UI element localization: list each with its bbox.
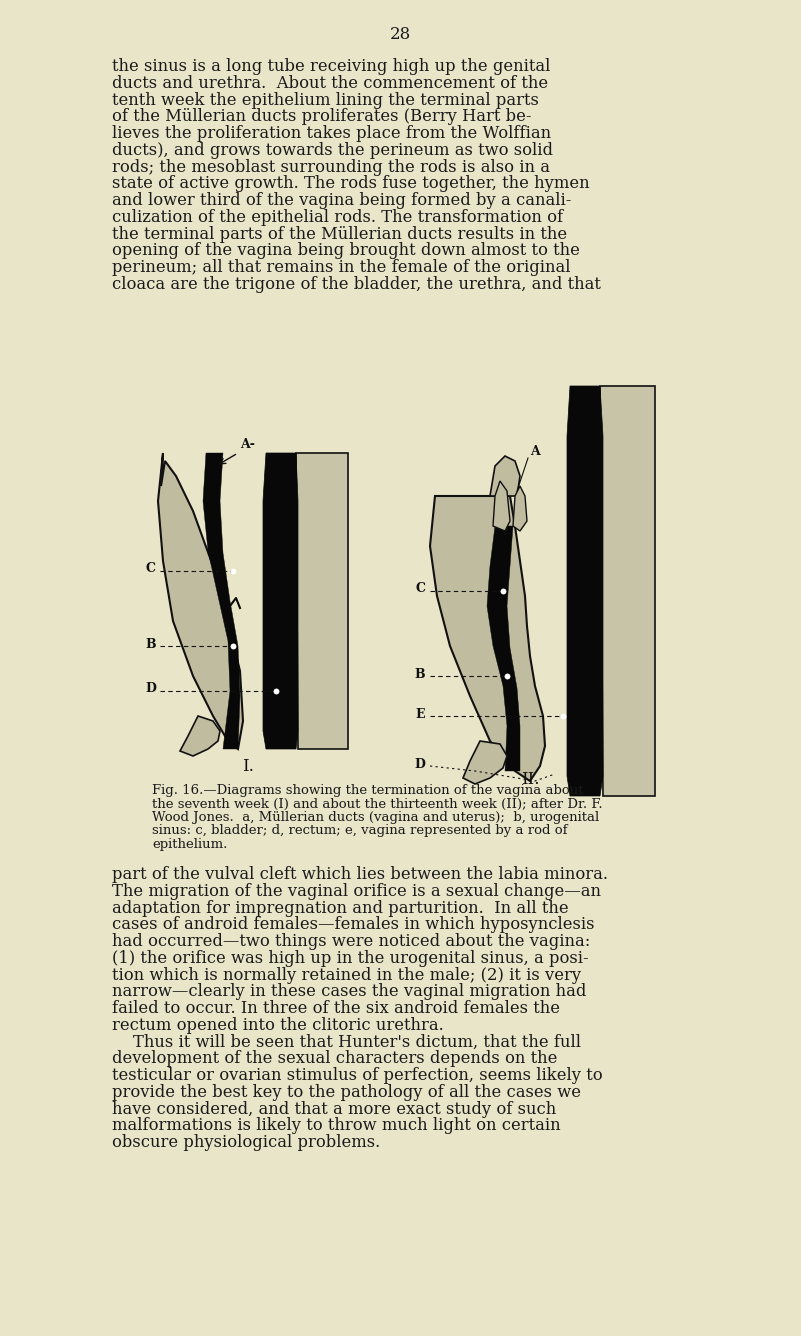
Text: the seventh week (I) and about the thirteenth week (II); after Dr. F.: the seventh week (I) and about the thirt… [152,798,602,811]
Text: (1) the orifice was high up in the urogenital sinus, a posi-: (1) the orifice was high up in the uroge… [112,950,589,967]
Polygon shape [180,716,220,756]
Polygon shape [463,741,507,784]
Text: adaptation for impregnation and parturition.  In all the: adaptation for impregnation and parturit… [112,899,569,916]
Text: B: B [414,668,425,680]
Text: testicular or ovarian stimulus of perfection, seems likely to: testicular or ovarian stimulus of perfec… [112,1067,602,1083]
Text: ducts and urethra.  About the commencement of the: ducts and urethra. About the commencemen… [112,75,548,92]
Text: the terminal parts of the Müllerian ducts results in the: the terminal parts of the Müllerian duct… [112,226,567,243]
Text: opening of the vagina being brought down almost to the: opening of the vagina being brought down… [112,242,580,259]
Text: epithelium.: epithelium. [152,838,227,851]
Text: A-: A- [240,438,255,452]
Text: cloaca are the trigone of the bladder, the urethra, and that: cloaca are the trigone of the bladder, t… [112,275,601,293]
Text: A: A [530,445,540,458]
Text: narrow—clearly in these cases the vaginal migration had: narrow—clearly in these cases the vagina… [112,983,586,1001]
Text: state of active growth. The rods fuse together, the hymen: state of active growth. The rods fuse to… [112,175,590,192]
Text: perineum; all that remains in the female of the original: perineum; all that remains in the female… [112,259,570,277]
Text: The migration of the vaginal orifice is a sexual change—an: The migration of the vaginal orifice is … [112,883,601,899]
Text: the sinus is a long tube receiving high up the genital: the sinus is a long tube receiving high … [112,57,550,75]
Polygon shape [158,453,243,749]
Text: C: C [415,582,425,596]
Text: tenth week the epithelium lining the terminal parts: tenth week the epithelium lining the ter… [112,91,539,108]
Text: and lower third of the vagina being formed by a canali-: and lower third of the vagina being form… [112,192,571,208]
Text: Thus it will be seen that Hunter's dictum, that the full: Thus it will be seen that Hunter's dictu… [112,1034,581,1050]
Text: D: D [145,683,156,696]
Polygon shape [296,453,348,749]
Polygon shape [567,386,603,796]
Text: had occurred—two things were noticed about the vagina:: had occurred—two things were noticed abo… [112,933,590,950]
Polygon shape [203,453,240,749]
Text: rods; the mesoblast surrounding the rods is also in a: rods; the mesoblast surrounding the rods… [112,159,550,175]
Text: Fig. 16.—Diagrams showing the termination of the vagina about: Fig. 16.—Diagrams showing the terminatio… [152,784,583,798]
Text: provide the best key to the pathology of all the cases we: provide the best key to the pathology of… [112,1083,581,1101]
Text: tion which is normally retained in the male; (2) it is very: tion which is normally retained in the m… [112,966,581,983]
Text: part of the vulval cleft which lies between the labia minora.: part of the vulval cleft which lies betw… [112,866,608,883]
Polygon shape [490,456,520,496]
Text: B: B [145,637,156,651]
Text: C: C [146,562,156,576]
Text: rectum opened into the clitoric urethra.: rectum opened into the clitoric urethra. [112,1017,444,1034]
Text: culization of the epithelial rods. The transformation of: culization of the epithelial rods. The t… [112,208,563,226]
Polygon shape [493,481,510,530]
Text: D: D [414,758,425,771]
Polygon shape [430,496,545,782]
Polygon shape [513,486,527,530]
Text: of the Müllerian ducts proliferates (Berry Hart be-: of the Müllerian ducts proliferates (Ber… [112,108,532,126]
Text: Wood Jones.  a, Müllerian ducts (vagina and uterus);  b, urogenital: Wood Jones. a, Müllerian ducts (vagina a… [152,811,599,824]
Polygon shape [600,386,655,796]
Text: I.: I. [242,758,254,775]
Text: development of the sexual characters depends on the: development of the sexual characters dep… [112,1050,557,1067]
Text: have considered, and that a more exact study of such: have considered, and that a more exact s… [112,1101,556,1118]
Polygon shape [263,453,298,749]
Text: E: E [416,708,425,720]
Text: II.: II. [521,771,539,788]
Text: malformations is likely to throw much light on certain: malformations is likely to throw much li… [112,1117,561,1134]
Polygon shape [487,526,520,771]
Text: 28: 28 [389,25,411,43]
Text: ducts), and grows towards the perineum as two solid: ducts), and grows towards the perineum a… [112,142,553,159]
Text: sinus: c, bladder; d, rectum; e, vagina represented by a rod of: sinus: c, bladder; d, rectum; e, vagina … [152,824,567,838]
Text: lieves the proliferation takes place from the Wolffian: lieves the proliferation takes place fro… [112,126,551,142]
Text: obscure physiological problems.: obscure physiological problems. [112,1134,380,1152]
Text: cases of android females—females in which hyposynclesis: cases of android females—females in whic… [112,916,594,934]
Text: failed to occur. In three of the six android females the: failed to occur. In three of the six and… [112,1001,560,1017]
